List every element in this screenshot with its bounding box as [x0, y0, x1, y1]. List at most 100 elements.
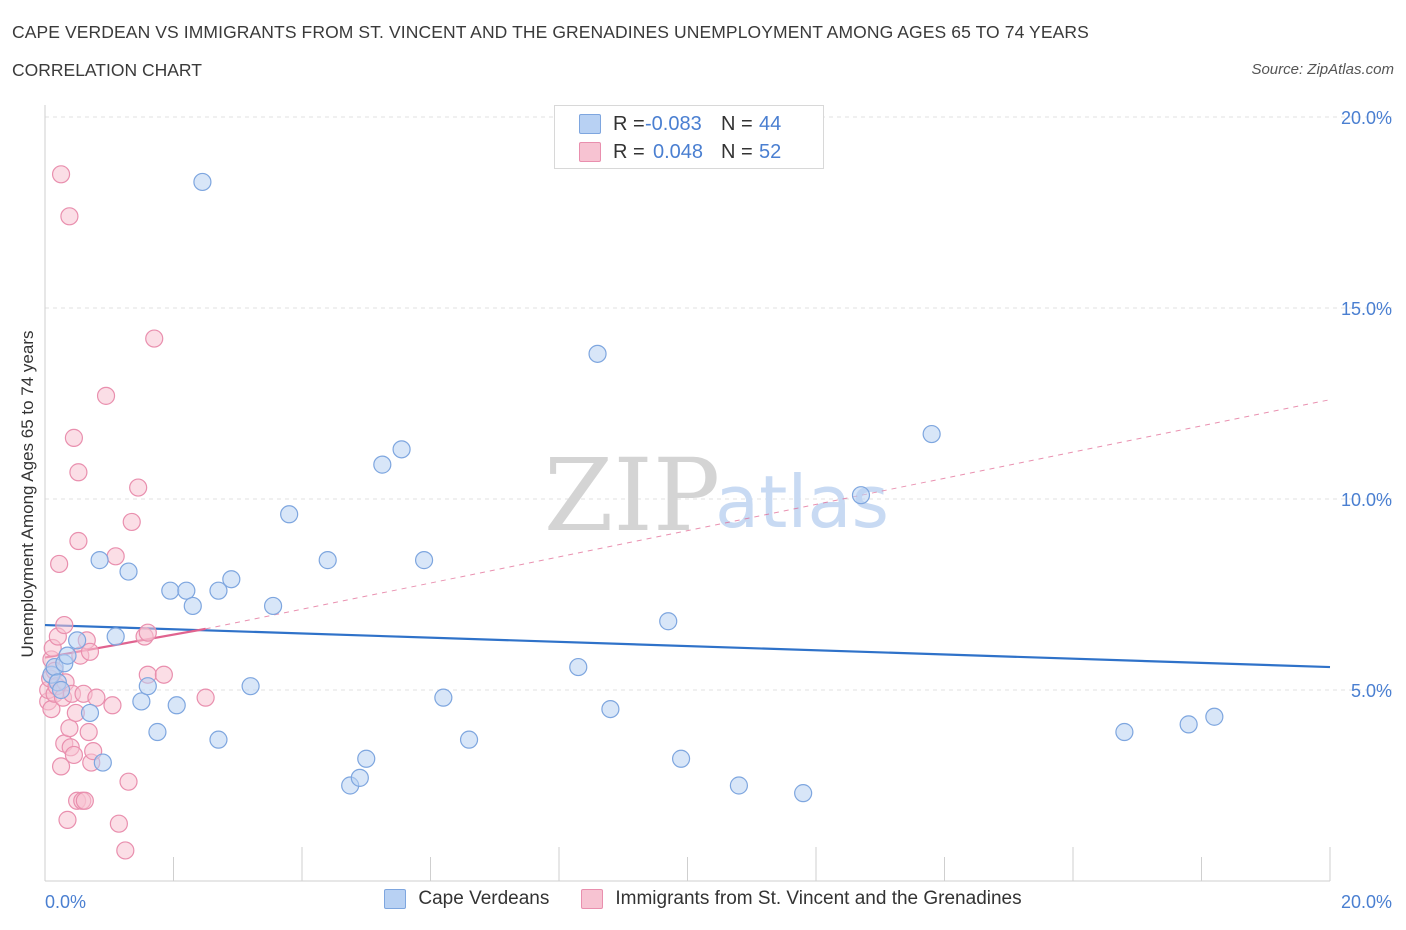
data-point-series-1 — [138, 677, 157, 696]
watermark: ZIP atlas — [544, 437, 889, 554]
n-value: 52 — [759, 140, 782, 163]
data-point-series-1 — [148, 722, 167, 742]
points-series-1 — [42, 172, 1224, 803]
series-legend: Cape Verdeans Immigrants from St. Vincen… — [0, 888, 1406, 910]
data-point-series-1 — [601, 699, 620, 719]
r-label: R = — [613, 140, 645, 163]
data-point-series-1 — [350, 768, 369, 787]
swatch-series-1 — [579, 114, 601, 134]
n-label: N = — [721, 140, 753, 163]
data-point-series-1 — [373, 455, 392, 474]
data-point-series-1 — [177, 581, 196, 600]
chart-subtitle: CORRELATION CHART — [12, 60, 202, 80]
stats-legend: R = -0.083 N = 44 R = 0.048 N = 52 — [554, 105, 824, 169]
legend-item-immigrants-st-vincent[interactable]: Immigrants from St. Vincent and the Gren… — [581, 888, 1022, 910]
data-point-series-1 — [263, 596, 283, 616]
data-point-series-2 — [106, 547, 125, 566]
data-point-series-2 — [116, 841, 135, 860]
data-point-series-2 — [138, 623, 157, 642]
tick-labels: 5.0% 10.0% 15.0% 20.0% 0.0% 20.0% — [45, 108, 1392, 912]
stats-row-series-1: R = -0.083 N = 44 — [579, 111, 781, 137]
data-point-series-2 — [129, 478, 148, 497]
data-point-series-2 — [109, 814, 128, 833]
data-point-series-1 — [106, 627, 125, 646]
r-value: -0.083 — [645, 112, 702, 135]
data-point-series-1 — [209, 581, 228, 600]
data-point-series-2 — [96, 386, 116, 405]
data-point-series-1 — [459, 730, 479, 749]
data-point-series-1 — [357, 749, 376, 768]
data-point-series-2 — [69, 531, 88, 551]
data-point-series-1 — [318, 551, 337, 570]
data-point-series-1 — [241, 677, 260, 696]
watermark-zip: ZIP — [544, 437, 720, 554]
y-tick-label: 10.0% — [1341, 490, 1392, 510]
data-point-series-1 — [671, 749, 691, 768]
data-point-series-1 — [80, 703, 100, 723]
data-point-series-1 — [51, 680, 71, 700]
data-point-series-1 — [222, 570, 241, 589]
data-point-series-2 — [55, 615, 74, 635]
data-point-series-2 — [51, 757, 71, 776]
data-point-series-1 — [193, 172, 212, 192]
data-point-series-1 — [90, 551, 109, 570]
y-axis-label: Unemployment Among Ages 65 to 74 years — [18, 331, 37, 658]
stats-row-series-2: R = 0.048 N = 52 — [579, 139, 781, 165]
data-point-series-2 — [69, 463, 88, 482]
data-point-series-2 — [75, 791, 94, 810]
data-point-series-2 — [60, 207, 79, 226]
legend-label: Immigrants from St. Vincent and the Gren… — [615, 888, 1022, 909]
data-point-series-2 — [87, 688, 106, 707]
data-point-series-2 — [103, 696, 122, 715]
trend-line-series-2-extension — [205, 399, 1331, 630]
r-label: R = — [613, 112, 645, 135]
data-point-series-2 — [51, 165, 71, 184]
data-point-series-1 — [161, 581, 180, 600]
data-point-series-1 — [588, 344, 607, 363]
data-point-series-1 — [68, 631, 87, 650]
legend-swatch-pink — [581, 889, 604, 909]
data-point-series-1 — [794, 784, 813, 803]
data-point-series-1 — [434, 688, 453, 707]
data-point-series-2 — [196, 688, 215, 707]
data-point-series-1 — [58, 646, 77, 665]
n-value: 44 — [759, 112, 782, 135]
n-label: N = — [721, 112, 753, 135]
r-value: 0.048 — [653, 140, 704, 163]
data-point-series-1 — [1179, 715, 1198, 734]
data-point-series-2 — [79, 722, 98, 742]
y-tick-label: 20.0% — [1341, 108, 1392, 128]
legend-label: Cape Verdeans — [418, 888, 550, 909]
grid-lines — [45, 116, 1392, 691]
data-point-series-2 — [64, 745, 84, 765]
chart-title: CAPE VERDEAN VS IMMIGRANTS FROM ST. VINC… — [12, 22, 1089, 42]
data-point-series-1 — [280, 505, 299, 524]
data-point-series-2 — [64, 428, 84, 447]
data-point-series-1 — [392, 440, 411, 459]
data-point-series-1 — [1115, 722, 1134, 742]
y-tick-label: 5.0% — [1351, 681, 1392, 701]
data-point-series-1 — [93, 753, 112, 772]
data-point-series-2 — [119, 772, 138, 791]
data-point-series-1 — [183, 596, 202, 616]
data-point-series-1 — [414, 551, 434, 570]
data-point-series-1 — [132, 692, 151, 711]
trend-line-series-1 — [44, 623, 1331, 669]
data-point-series-2 — [145, 329, 164, 348]
axes — [44, 105, 1331, 882]
data-point-series-2 — [50, 554, 69, 574]
x-tick-label: 0.0% — [45, 892, 86, 912]
legend-swatch-blue — [384, 889, 407, 909]
swatch-series-2 — [579, 142, 601, 162]
source-label: Source: ZipAtlas.com — [1251, 61, 1394, 78]
data-point-series-1 — [119, 562, 138, 581]
legend-item-cape-verdeans[interactable]: Cape Verdeans — [384, 888, 549, 910]
data-point-series-1 — [209, 730, 228, 749]
data-point-series-1 — [659, 612, 678, 631]
data-point-series-2 — [122, 512, 141, 532]
x-tick-label: 20.0% — [1341, 892, 1392, 912]
data-point-series-2 — [60, 719, 79, 738]
data-point-series-1 — [569, 657, 588, 677]
data-point-series-2 — [80, 642, 100, 661]
